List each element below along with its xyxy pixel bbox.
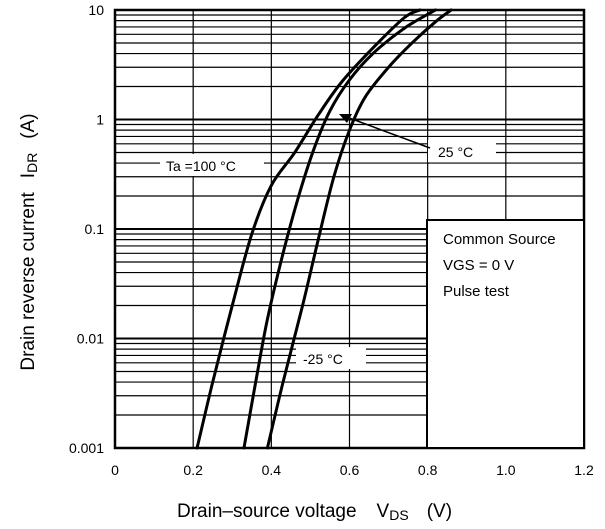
y-tick-label: 1 xyxy=(96,112,104,128)
label-25c-leader xyxy=(343,115,431,149)
x-tick-label: 1.0 xyxy=(496,462,516,478)
x-tick-label: 0.8 xyxy=(418,462,438,478)
x-tick-label: 0.4 xyxy=(262,462,282,478)
legend-box xyxy=(426,219,585,449)
x-tick-label: 1.2 xyxy=(574,462,594,478)
legend-line-1: Common Source xyxy=(443,231,556,248)
x-tick-label: 0.2 xyxy=(183,462,203,478)
y-axis-title: Drain reverse currentIDR(A) xyxy=(18,113,40,370)
x-tick-labels: 0 0.2 0.4 0.6 0.8 1.0 1.2 xyxy=(111,462,594,478)
x-tick-label: 0 xyxy=(111,462,119,478)
y-tick-label: 10 xyxy=(88,2,104,18)
y-tick-label: 0.001 xyxy=(69,440,104,456)
label-bg-minus25c xyxy=(296,347,366,369)
label-25c: 25 °C xyxy=(438,144,473,160)
y-tick-label: 0.01 xyxy=(77,331,104,347)
label-ta-100c: Ta =100 °C xyxy=(166,158,236,174)
series-line-2 xyxy=(265,8,453,450)
series-line-0 xyxy=(195,8,422,450)
series-line-1 xyxy=(242,8,437,450)
legend-line-2: VGS = 0 V xyxy=(443,257,514,274)
series-lines xyxy=(195,8,453,450)
label-bg-25c xyxy=(428,140,496,162)
x-axis-title: Drain–source voltage VDS (V) xyxy=(177,501,452,523)
y-tick-labels: 0.001 0.01 0.1 1 10 xyxy=(69,2,104,456)
x-tick-label: 0.6 xyxy=(340,462,360,478)
label-bg-100c xyxy=(160,154,264,176)
legend-line-3: Pulse test xyxy=(443,283,510,300)
label-minus25c: -25 °C xyxy=(303,351,343,367)
y-tick-label: 0.1 xyxy=(85,221,105,237)
label-25c-arrowhead xyxy=(339,114,352,123)
